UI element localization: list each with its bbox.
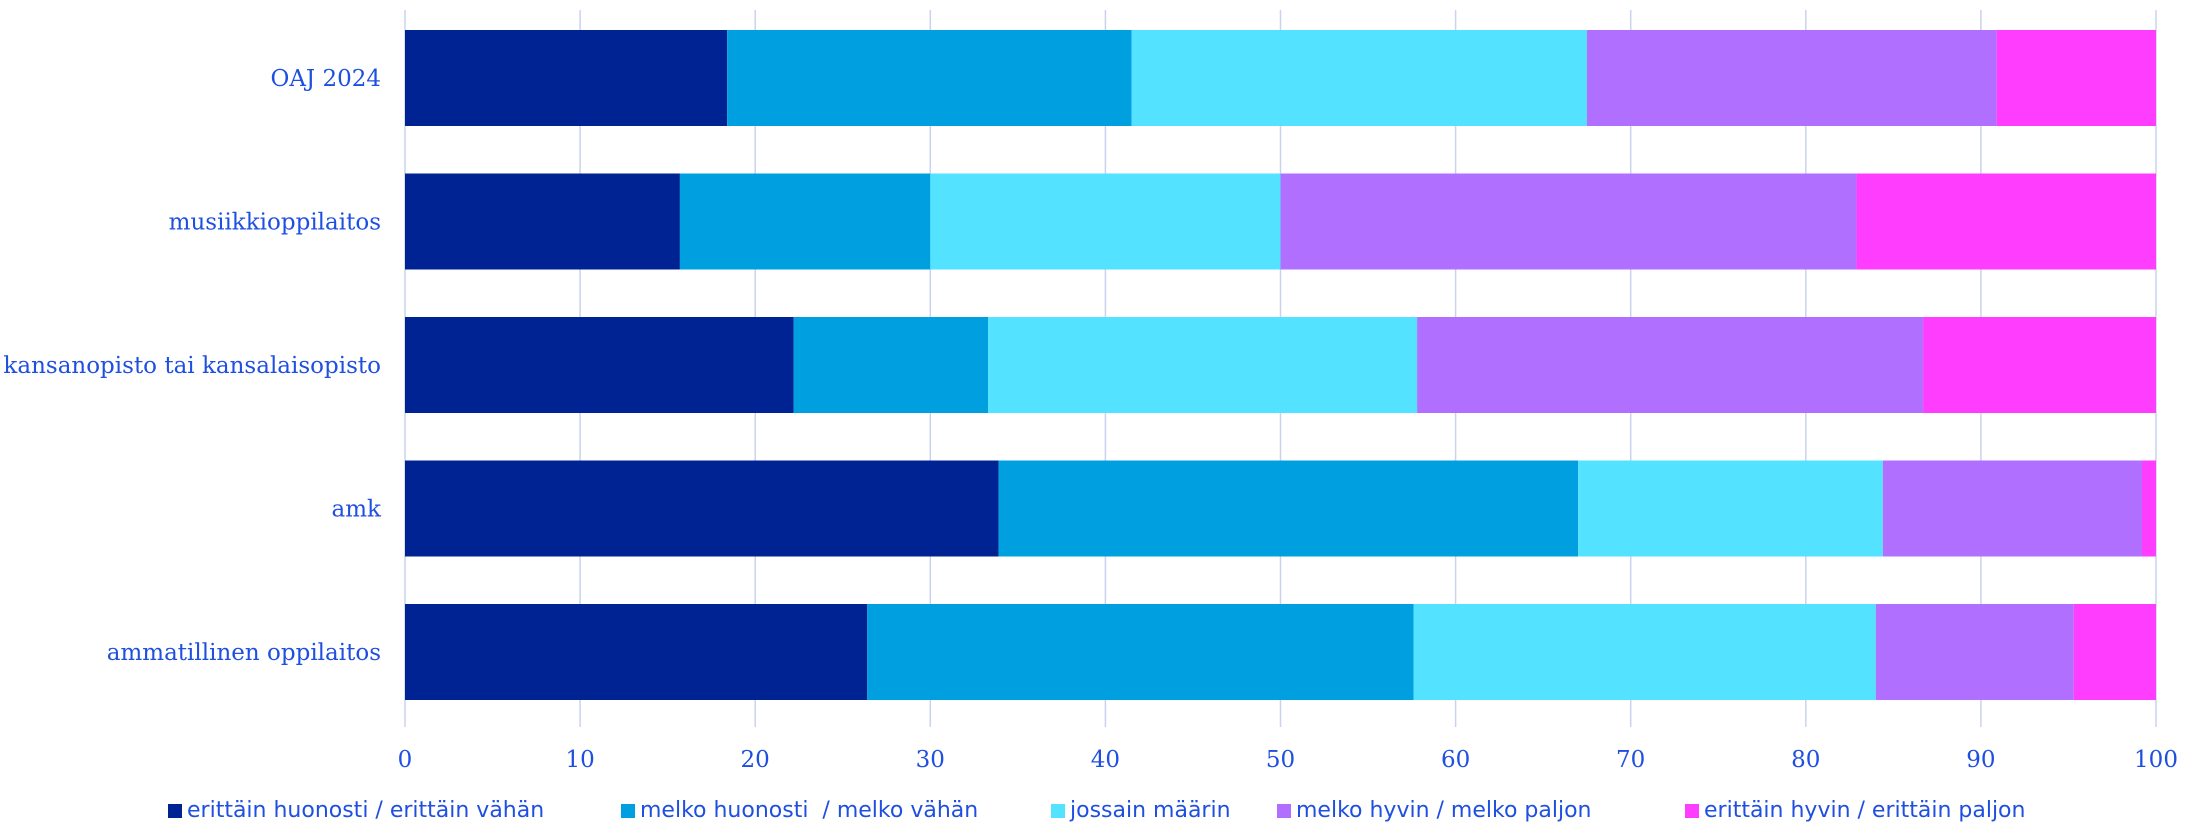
bar-segment bbox=[1578, 460, 1883, 557]
legend-label: jossain määrin bbox=[1070, 798, 1231, 823]
bar-segment bbox=[793, 317, 989, 413]
bar-segment bbox=[1996, 30, 2156, 126]
legend: erittäin huonosti / erittäin vähän melko … bbox=[0, 798, 2201, 825]
category-label: musiikkioppilaitos bbox=[169, 210, 381, 236]
x-tick-label: 10 bbox=[565, 747, 594, 773]
bar-segment bbox=[1417, 317, 1924, 413]
bar-segment bbox=[1923, 317, 2156, 413]
x-tick-label: 60 bbox=[1441, 747, 1470, 773]
x-tick-label: 0 bbox=[398, 747, 413, 773]
bar-segment bbox=[2141, 460, 2156, 557]
legend-item: melko huonosti / melko vähän bbox=[621, 798, 978, 823]
legend-swatch bbox=[1051, 803, 1065, 818]
bar-segment bbox=[727, 30, 1132, 126]
bar-segment bbox=[405, 604, 868, 700]
x-tick-label: 20 bbox=[741, 747, 770, 773]
x-tick-label: 90 bbox=[1966, 747, 1995, 773]
x-tick-label: 50 bbox=[1266, 747, 1295, 773]
legend-label: melko huonosti / melko vähän bbox=[640, 798, 979, 823]
bars bbox=[405, 30, 2156, 700]
legend-swatch bbox=[1277, 803, 1291, 818]
bar-segment bbox=[867, 604, 1414, 700]
legend-label: erittäin hyvin / erittäin paljon bbox=[1704, 798, 2026, 823]
legend-swatch bbox=[168, 803, 182, 818]
x-tick-label: 70 bbox=[1616, 747, 1645, 773]
x-tick-label: 30 bbox=[916, 747, 945, 773]
legend-swatch bbox=[1685, 803, 1699, 818]
bar-segment bbox=[405, 30, 728, 126]
stacked-bar-chart: OAJ 2024 musiikkioppilaitos kansanopisto t… bbox=[3, 10, 2178, 773]
legend-swatch bbox=[621, 803, 635, 818]
bar-segment bbox=[930, 173, 1281, 270]
bar-segment bbox=[1586, 30, 1997, 126]
bar-segment bbox=[1280, 173, 1857, 270]
bar-segment bbox=[998, 460, 1579, 557]
bar-segment bbox=[1882, 460, 2142, 557]
category-label: amk bbox=[332, 497, 383, 523]
legend-item: jossain määrin bbox=[1051, 798, 1231, 823]
bar-segment bbox=[988, 317, 1418, 413]
x-tick-label: 100 bbox=[2134, 747, 2178, 773]
legend-label: melko hyvin / melko paljon bbox=[1296, 798, 1592, 823]
legend-item: erittäin hyvin / erittäin paljon bbox=[1685, 798, 2025, 823]
bar-segment bbox=[1413, 604, 1876, 700]
legend-item: erittäin huonosti / erittäin vähän bbox=[168, 798, 544, 823]
category-labels: OAJ 2024 musiikkioppilaitos kansanopisto t… bbox=[3, 66, 382, 666]
legend-item: melko hyvin / melko paljon bbox=[1277, 798, 1592, 823]
category-label: kansanopisto tai kansalaisopisto bbox=[3, 353, 381, 379]
x-axis-tick-labels: 0 10 20 30 40 50 60 70 80 90 100 bbox=[398, 747, 2178, 773]
bar-segment bbox=[405, 460, 999, 557]
bar-segment bbox=[679, 173, 931, 270]
bar-segment bbox=[1875, 604, 2074, 700]
x-tick-label: 40 bbox=[1091, 747, 1120, 773]
bar-segment bbox=[1131, 30, 1587, 126]
legend-label: erittäin huonosti / erittäin vähän bbox=[187, 798, 545, 823]
x-tick-label: 80 bbox=[1791, 747, 1820, 773]
category-label: OAJ 2024 bbox=[270, 66, 381, 92]
bar-segment bbox=[1856, 173, 2156, 270]
bar-segment bbox=[2073, 604, 2156, 700]
bar-segment bbox=[405, 173, 680, 270]
category-label: ammatillinen oppilaitos bbox=[107, 640, 381, 666]
bar-segment bbox=[405, 317, 794, 413]
